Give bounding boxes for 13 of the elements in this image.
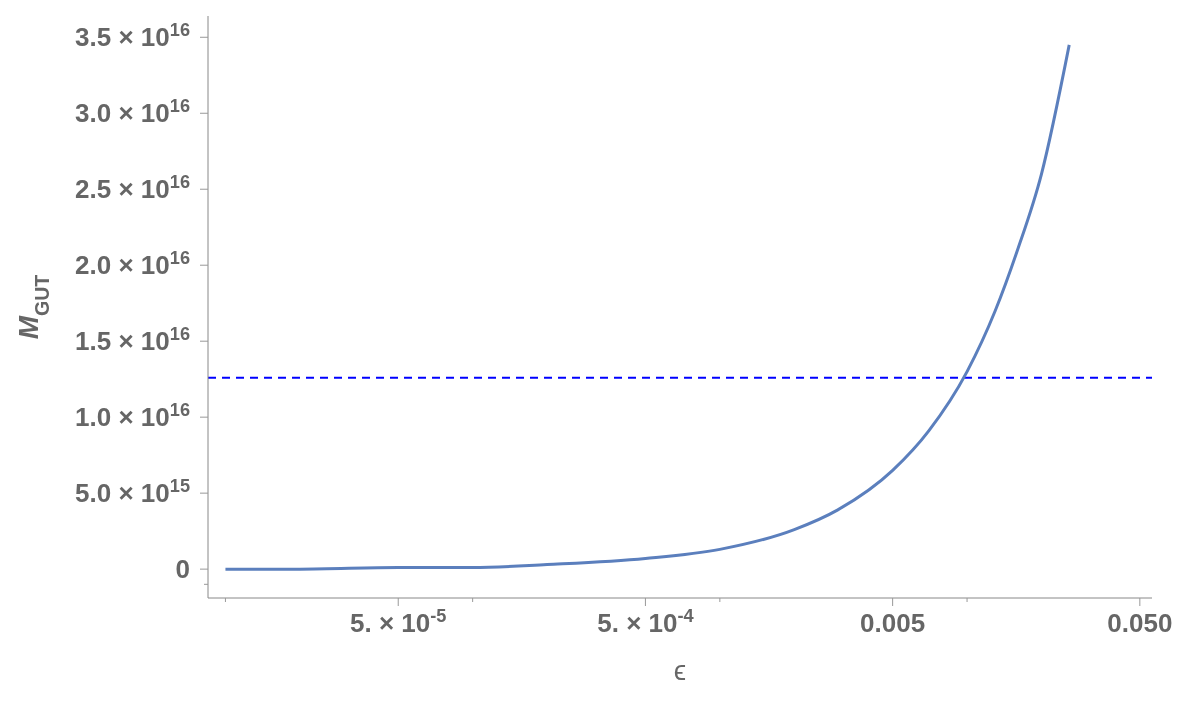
y-tick-label: 2.0 × 10$^{16}$ bbox=[75, 248, 190, 281]
x-axis-title: ϵ bbox=[673, 655, 687, 686]
y-tick-label: 1.0 × 10$^{16}$ bbox=[75, 400, 190, 433]
x-tick-label: 5. × 10$^{-5}$ bbox=[350, 606, 447, 638]
y-tick-label: 1.5 × 10$^{16}$ bbox=[75, 324, 190, 357]
y-tick-label: 3.0 × 10$^{16}$ bbox=[75, 96, 190, 129]
y-tick-label: 2.5 × 10$^{16}$ bbox=[75, 172, 190, 205]
y-tick-label: 3.5 × 10$^{16}$ bbox=[75, 20, 190, 53]
y-tick-label: 5.0 × 10$^{15}$ bbox=[75, 476, 190, 509]
x-tick-label: 0.005 bbox=[860, 608, 926, 638]
x-tick-label: 0.050 bbox=[1107, 608, 1173, 638]
x-tick-label: 5. × 10$^{-4}$ bbox=[597, 606, 695, 638]
y-tick-label: 0 bbox=[175, 554, 190, 585]
